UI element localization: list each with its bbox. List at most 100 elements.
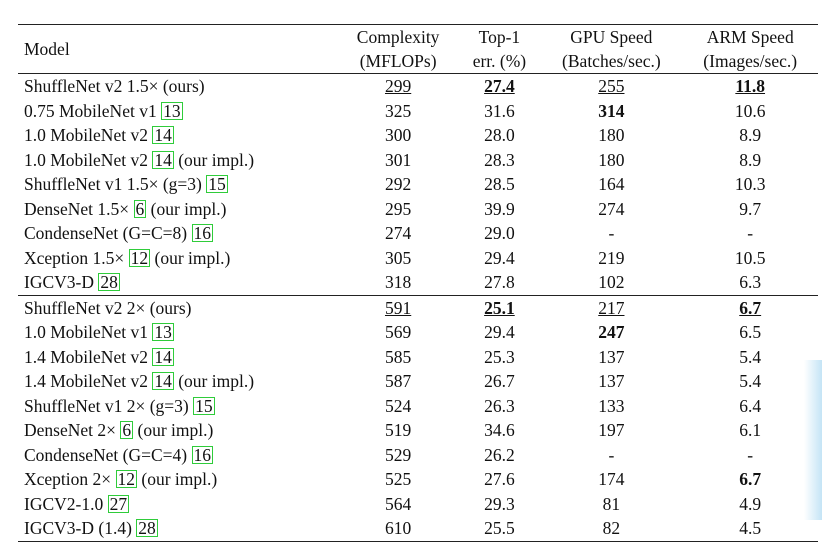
top1-value: 27.4 [484,76,515,96]
table-row: IGCV2-1.0 27 564 29.3 81 4.9 [18,492,818,517]
top1-value: 29.0 [484,223,515,243]
model-name: CondenseNet (G=C=4) [24,444,192,465]
complexity-value: 305 [384,247,412,268]
cell-model: ShuffleNet v1 1.5× (g=3) 15 [18,172,338,197]
cell-model: IGCV3-D 28 [18,270,338,295]
citation-link[interactable]: 14 [152,371,174,391]
citation-link[interactable]: 14 [152,149,174,170]
cell-top1: 26.3 [458,394,540,419]
gpu-value: 137 [598,346,625,367]
complexity-value: 318 [384,272,412,292]
complexity-value: 524 [384,395,412,416]
citation-link[interactable]: 12 [115,469,138,489]
table-row: CondenseNet (G=C=8) 16 274 29.0 - - [18,221,818,246]
cell-gpu: 197 [540,418,682,443]
complexity-value: 525 [384,469,412,489]
top1-value: 26.2 [484,444,515,465]
header-top1-line1: Top-1 [458,24,541,49]
cell-model: Xception 2× 12 (our impl.) [18,467,338,492]
header-model: Model [18,24,338,74]
gpu-value: 81 [602,493,621,514]
table-row: CondenseNet (G=C=4) 16 529 26.2 - - [18,443,818,468]
complexity-value: 587 [384,371,412,391]
model-name: Xception 2× [24,469,116,489]
citation-link[interactable]: 27 [107,493,130,514]
top1-value: 29.3 [484,493,515,514]
citation-link[interactable]: 14 [152,125,174,145]
table-row: 1.4 MobileNet v2 14 (our impl.) 587 26.7 13… [18,369,818,394]
cell-model: IGCV3-D (1.4) 28 [18,516,338,542]
cell-complexity: 585 [338,345,459,370]
complexity-value: 295 [384,198,412,219]
header-complexity-line1: Complexity [337,24,459,49]
gpu-value: 274 [598,198,625,219]
cell-top1: 25.1 [458,294,541,320]
cell-model: 0.75 MobileNet v1 13 [18,99,338,124]
arm-value: 11.8 [735,76,766,96]
citation-link[interactable]: 15 [206,174,228,194]
complexity-value: 569 [384,322,412,342]
cell-gpu: 255 [540,73,683,99]
cell-top1: 28.5 [458,172,540,197]
citation-link[interactable]: 13 [152,322,174,342]
complexity-value: 301 [384,149,412,170]
arm-value: 4.5 [739,518,762,538]
cell-complexity: 299 [337,73,459,99]
cell-gpu: 164 [540,172,682,197]
arm-value: - [747,223,754,243]
top1-value: 28.0 [484,125,515,145]
cell-arm: 6.5 [682,320,818,345]
cell-gpu: 219 [540,246,682,271]
citation-link[interactable]: 6 [120,420,134,440]
citation-link[interactable]: 28 [98,272,120,292]
cell-gpu: 81 [540,492,682,517]
model-suffix: (our impl.) [173,149,255,170]
cell-complexity: 610 [337,516,459,542]
cell-model: ShuffleNet v2 1.5× (ours) [18,73,338,99]
cell-model: 1.4 MobileNet v2 14 [18,345,338,370]
table-row: Xception 2× 12 (our impl.) 525 27.6 174 6.7 [18,467,818,492]
top1-value: 34.6 [484,420,515,440]
cell-gpu: 217 [540,294,683,320]
arm-value: 8.9 [739,149,762,170]
cell-complexity: 274 [338,221,459,246]
top1-value: 25.5 [484,518,515,538]
complexity-value: 529 [384,444,412,465]
arm-value: 6.3 [739,272,762,292]
gpu-value: 255 [598,76,625,96]
citation-link[interactable]: 6 [133,198,147,219]
cell-gpu: 180 [540,148,682,173]
citation-link[interactable]: 16 [191,223,213,243]
header-top1-line2: err. (%) [472,51,527,71]
header-complexity-line2: (MFLOPs) [359,51,437,71]
complexity-value: 591 [384,297,412,318]
cell-complexity: 525 [338,467,459,492]
model-name: CondenseNet (G=C=8) [24,223,192,243]
citation-link[interactable]: 13 [161,100,183,121]
table-body: ShuffleNet v2 1.5× (ours) 299 27.4 255 11.8 0… [18,73,818,542]
arm-value: - [747,444,754,465]
gpu-value: 164 [598,174,625,194]
model-suffix: (our impl.) [133,420,214,440]
cell-arm: - [682,221,818,246]
arm-value: 9.7 [739,198,762,219]
cell-gpu: 247 [540,320,682,345]
complexity-value: 325 [384,100,412,121]
cell-complexity: 318 [338,270,459,295]
citation-link[interactable]: 28 [136,518,158,538]
edge-glow [804,360,822,520]
citation-link[interactable]: 14 [152,346,174,367]
model-name: 0.75 MobileNet v1 [24,100,162,121]
cell-arm: 5.4 [682,369,818,394]
arm-value: 6.1 [739,420,762,440]
gpu-value: 180 [598,125,625,145]
model-name: ShuffleNet v2 2× (ours) [24,297,192,318]
cell-gpu: 137 [540,369,682,394]
cell-arm: 10.5 [682,246,818,271]
citation-link[interactable]: 16 [191,444,213,465]
cell-arm: - [682,443,818,468]
citation-link[interactable]: 12 [128,247,151,268]
cell-model: 1.4 MobileNet v2 14 (our impl.) [18,369,338,394]
cell-top1: 25.5 [458,516,541,542]
citation-link[interactable]: 15 [193,395,215,416]
